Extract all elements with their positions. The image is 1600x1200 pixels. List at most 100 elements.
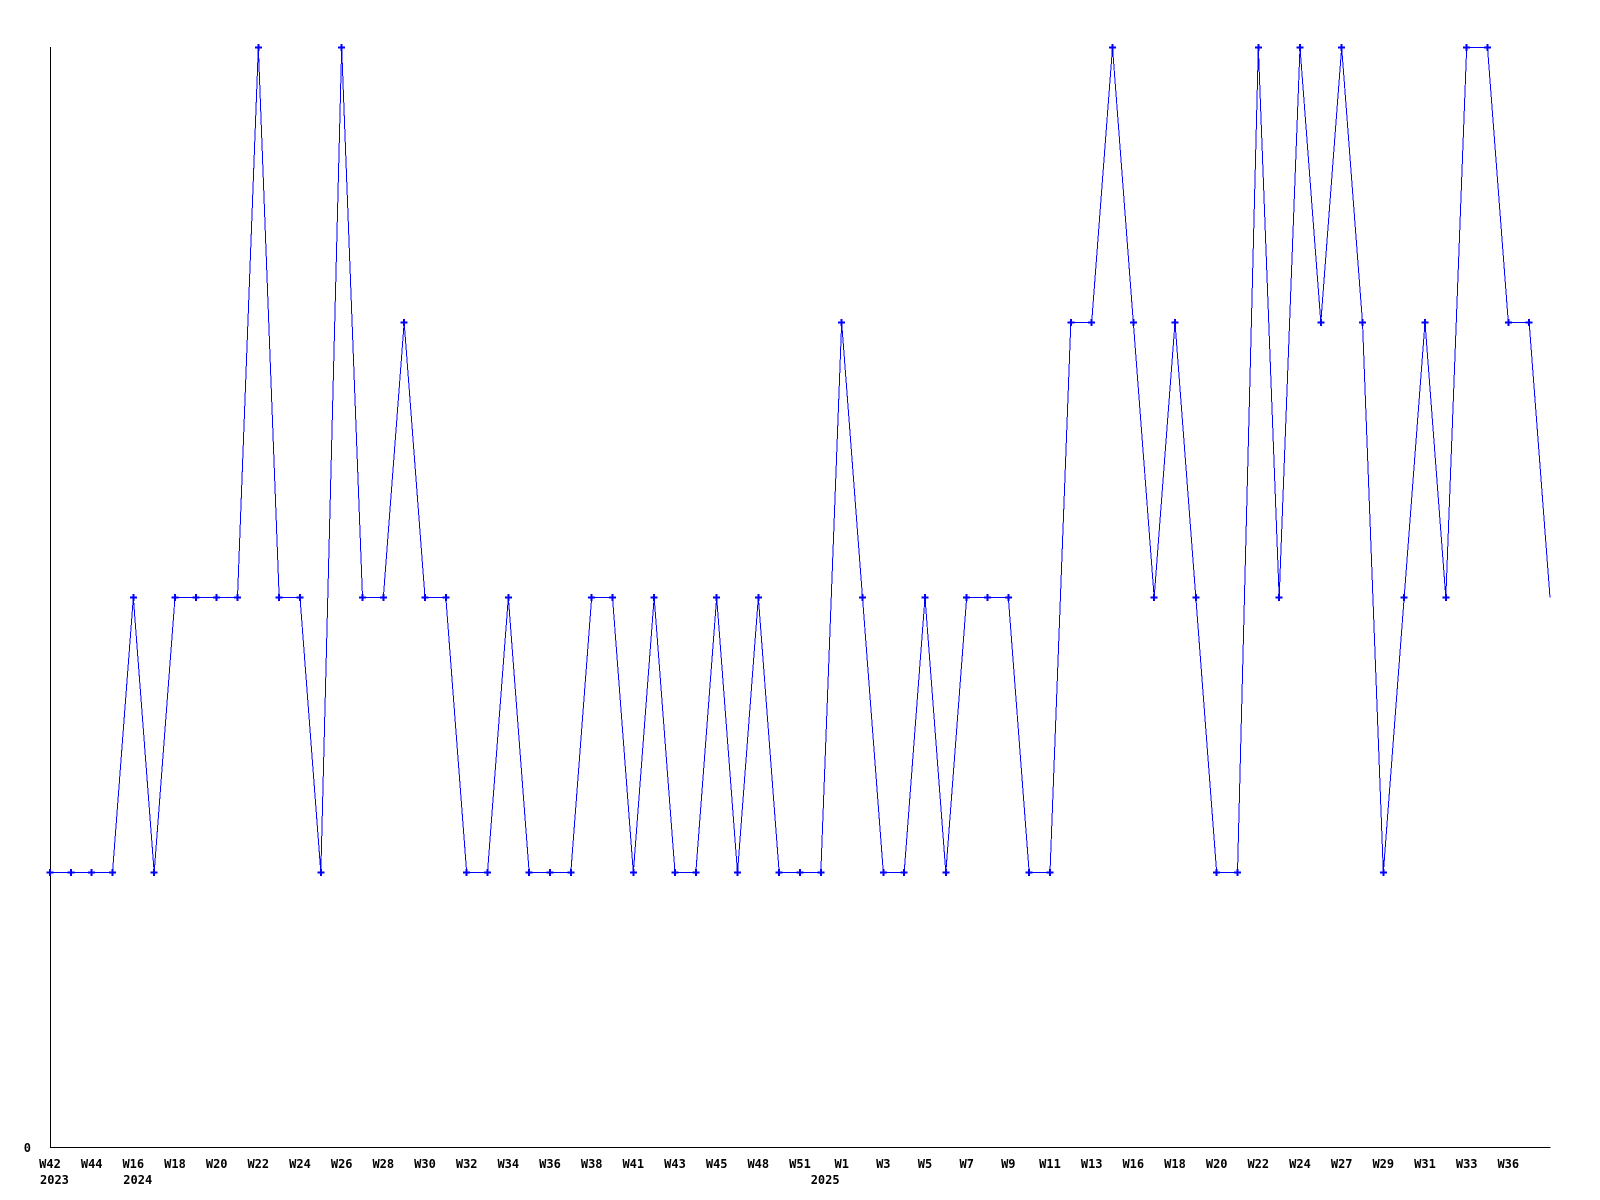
data-point-marker (692, 869, 700, 876)
data-point-marker (67, 869, 75, 876)
data-point-marker (400, 319, 408, 326)
data-point-marker (213, 594, 221, 601)
data-point-marker (754, 594, 762, 601)
data-point-marker (1150, 594, 1158, 601)
data-point-marker (150, 869, 158, 876)
x-tick-label: W36 (1497, 1157, 1519, 1171)
x-tick-label: W48 (747, 1157, 769, 1171)
x-tick-label: W42 (39, 1157, 61, 1171)
data-point-marker (1025, 869, 1033, 876)
x-tick-label: W24 (1289, 1157, 1311, 1171)
x-tick-label: W45 (706, 1157, 728, 1171)
data-point-marker (359, 594, 366, 601)
x-tick-label: W44 (81, 1157, 103, 1171)
data-point-marker (338, 44, 346, 51)
x-tick-label: W3 (876, 1157, 890, 1171)
x-tick-label: W36 (539, 1157, 561, 1171)
data-point-marker (713, 594, 721, 601)
data-point-marker (1379, 869, 1387, 876)
data-point-marker (1109, 44, 1116, 51)
x-tick-label: W29 (1372, 1157, 1394, 1171)
data-point-marker (1359, 319, 1366, 326)
x-tick-year-label: 2023 (40, 1173, 69, 1187)
data-point-marker (1213, 869, 1221, 876)
data-point-marker (817, 869, 825, 876)
x-tick-label: W24 (289, 1157, 311, 1171)
data-point-marker (1317, 319, 1325, 326)
x-tick-label: W31 (1414, 1157, 1436, 1171)
x-tick-label: W51 (789, 1157, 811, 1171)
data-point-marker (734, 869, 741, 876)
x-tick-label: W11 (1039, 1157, 1061, 1171)
data-point-marker (1088, 319, 1096, 326)
x-tick-label: W32 (456, 1157, 478, 1171)
x-tick-label: W18 (1164, 1157, 1186, 1171)
x-tick-label: W26 (331, 1157, 353, 1171)
x-tick-year-label: 2025 (811, 1173, 840, 1187)
data-point-marker (900, 869, 908, 876)
x-tick-label: W7 (959, 1157, 973, 1171)
data-point-marker (234, 594, 241, 601)
x-tick-label: W41 (622, 1157, 644, 1171)
data-point-marker (775, 869, 783, 876)
data-point-marker (671, 869, 679, 876)
x-tick-label: W18 (164, 1157, 186, 1171)
x-tick-label: W16 (122, 1157, 144, 1171)
data-point-marker (1046, 869, 1054, 876)
data-point-marker (859, 594, 866, 601)
data-point-marker (254, 44, 262, 51)
data-point-marker (1171, 319, 1179, 326)
data-point-marker (1504, 319, 1512, 326)
data-point-marker (46, 869, 54, 876)
data-point-marker (921, 594, 929, 601)
x-tick-label: W27 (1331, 1157, 1353, 1171)
x-tick-label: W13 (1081, 1157, 1103, 1171)
data-point-marker (88, 869, 96, 876)
data-point-marker (588, 594, 596, 601)
data-point-marker (1129, 319, 1137, 326)
x-tick-label: W16 (1122, 1157, 1144, 1171)
data-point-marker (629, 869, 637, 876)
data-point-marker (525, 869, 533, 876)
x-tick-label: W38 (581, 1157, 603, 1171)
data-point-marker (1338, 44, 1346, 51)
data-point-marker (609, 594, 616, 601)
data-point-marker (1400, 594, 1408, 601)
data-point-marker (1421, 319, 1429, 326)
x-tick-label: W9 (1001, 1157, 1015, 1171)
data-point-marker (421, 594, 429, 601)
x-tick-label: W20 (206, 1157, 228, 1171)
x-tick-label: W1 (834, 1157, 848, 1171)
data-point-marker (1296, 44, 1304, 51)
data-point-marker (650, 594, 658, 601)
data-point-marker (1234, 869, 1241, 876)
x-tick-label: W5 (918, 1157, 932, 1171)
data-point-markers (46, 44, 1533, 876)
x-tick-year-label: 2024 (123, 1173, 152, 1187)
x-tick-label: W20 (1206, 1157, 1228, 1171)
data-point-marker (838, 319, 846, 326)
data-point-marker (1484, 44, 1491, 51)
data-point-marker (504, 594, 512, 601)
data-point-marker (275, 594, 283, 601)
data-point-marker (796, 869, 804, 876)
data-point-marker (1254, 44, 1262, 51)
y-axis-zero-label: 0 (24, 1141, 31, 1155)
data-point-marker (546, 869, 554, 876)
x-tick-label: W43 (664, 1157, 686, 1171)
x-tick-label: W34 (497, 1157, 519, 1171)
data-point-marker (1525, 319, 1533, 326)
data-point-marker (379, 594, 387, 601)
x-tick-label: W30 (414, 1157, 436, 1171)
data-point-marker (317, 869, 325, 876)
data-point-marker (942, 869, 950, 876)
x-tick-label: W28 (372, 1157, 394, 1171)
data-point-marker (463, 869, 471, 876)
data-point-marker (442, 594, 450, 601)
data-point-marker (129, 594, 137, 601)
data-point-marker (1004, 594, 1012, 601)
data-point-marker (879, 869, 887, 876)
